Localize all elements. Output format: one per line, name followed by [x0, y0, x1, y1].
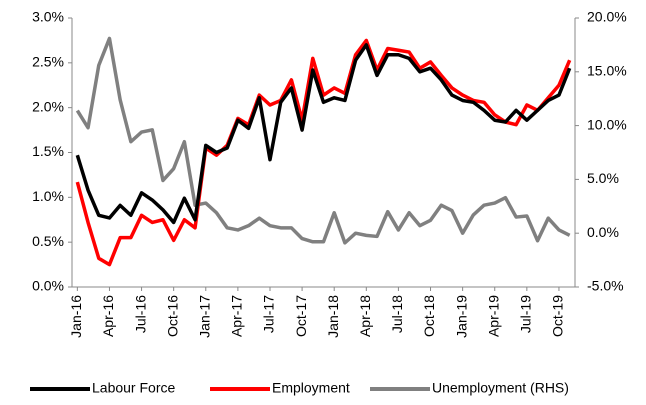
series-line [75, 36, 571, 245]
y-tick-label: 2.0% [32, 98, 64, 114]
legend-label: Labour Force [92, 380, 175, 396]
y2-tick-label: -5.0% [587, 278, 624, 294]
x-tick-label: Jul-16 [132, 295, 148, 333]
x-tick-label: Jul-19 [518, 295, 534, 333]
x-tick-label: Jan-19 [453, 295, 469, 338]
x-tick-label: Jul-18 [389, 295, 405, 333]
x-tick-label: Oct-19 [550, 295, 566, 337]
y-tick-label: 1.0% [32, 188, 64, 204]
y-tick-label: 0.0% [32, 278, 64, 294]
y2-tick-label: 20.0% [587, 9, 627, 25]
x-tick-label: Apr-17 [229, 295, 245, 337]
x-tick-label: Jul-17 [261, 295, 277, 333]
legend-label: Unemployment (RHS) [432, 380, 569, 396]
y-tick-label: 1.5% [32, 143, 64, 159]
y2-tick-label: 15.0% [587, 63, 627, 79]
x-tick-label: Oct-16 [164, 295, 180, 337]
x-tick-label: Jan-17 [196, 295, 212, 338]
y2-tick-label: 0.0% [587, 224, 619, 240]
x-tick-label: Oct-18 [421, 295, 437, 337]
x-tick-label: Apr-16 [100, 295, 116, 337]
y-tick-label: 0.5% [32, 233, 64, 249]
x-tick-label: Apr-18 [357, 295, 373, 337]
x-tick-label: Jan-16 [68, 295, 84, 338]
legend-label: Employment [272, 380, 350, 396]
series-line [75, 43, 572, 225]
y-tick-label: 2.5% [32, 54, 64, 70]
x-tick-label: Apr-19 [485, 295, 501, 337]
y-tick-label: 3.0% [32, 9, 64, 25]
x-tick-label: Jan-18 [325, 295, 341, 338]
x-tick-label: Oct-17 [293, 295, 309, 337]
y2-tick-label: 10.0% [587, 116, 627, 132]
series-line [75, 38, 572, 267]
y2-tick-label: 5.0% [587, 170, 619, 186]
